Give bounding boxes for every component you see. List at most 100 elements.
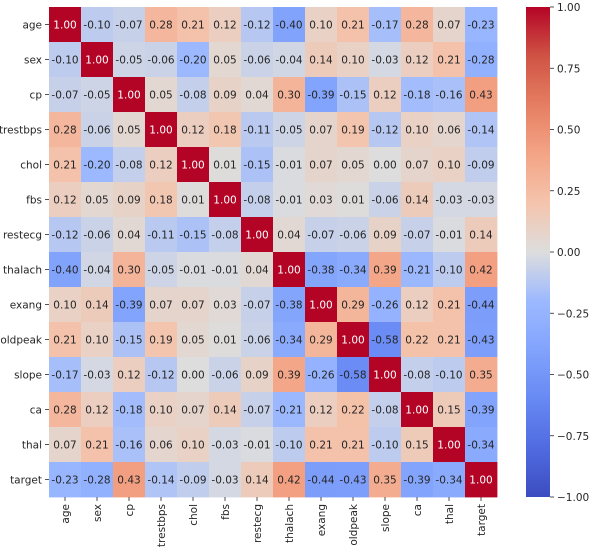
heatmap-cell bbox=[113, 182, 146, 218]
cell-value-label: -0.03 bbox=[371, 55, 398, 67]
cell-value-label: 1.00 bbox=[117, 90, 140, 102]
cell-value-label: 0.07 bbox=[405, 160, 428, 172]
heatmap-cell bbox=[241, 252, 274, 288]
cell-value-label: -0.08 bbox=[211, 230, 238, 242]
heatmap-cell bbox=[49, 112, 82, 148]
heatmap-cell bbox=[177, 147, 210, 183]
cell-value-label: -0.43 bbox=[339, 475, 366, 487]
heatmap-cell bbox=[209, 7, 242, 43]
cell-value-label: 0.42 bbox=[469, 265, 492, 277]
heatmap-cell bbox=[145, 217, 178, 253]
heatmap-cell bbox=[369, 392, 402, 428]
cell-value-label: -0.21 bbox=[275, 405, 302, 417]
heatmap-cell bbox=[369, 77, 402, 113]
cell-value-label: 1.00 bbox=[181, 160, 204, 172]
cell-value-label: -0.10 bbox=[435, 265, 462, 277]
heatmap-cell bbox=[113, 217, 146, 253]
cell-value-label: -0.17 bbox=[371, 20, 398, 32]
cell-value-label: -0.04 bbox=[275, 55, 302, 67]
heatmap-cell bbox=[81, 392, 114, 428]
cell-value-label: -0.07 bbox=[307, 230, 334, 242]
heatmap-cell bbox=[177, 7, 210, 43]
heatmap-cell bbox=[81, 112, 114, 148]
cell-value-label: 0.29 bbox=[309, 335, 332, 347]
cell-value-label: 0.09 bbox=[117, 195, 140, 207]
cell-value-label: -0.01 bbox=[435, 230, 462, 242]
cell-value-label: 0.21 bbox=[53, 160, 76, 172]
heatmap-cell bbox=[305, 77, 338, 113]
cell-value-label: 0.07 bbox=[53, 440, 76, 452]
cell-value-label: 0.21 bbox=[53, 335, 76, 347]
heatmap-cell bbox=[465, 322, 498, 358]
cell-value-label: 0.35 bbox=[373, 475, 396, 487]
heatmap-cell bbox=[113, 287, 146, 323]
cell-value-label: 0.01 bbox=[213, 160, 236, 172]
cell-value-label: 0.12 bbox=[117, 370, 140, 382]
y-tick-label: oldpeak bbox=[0, 335, 43, 347]
cell-value-label: 0.10 bbox=[405, 125, 428, 137]
heatmap-cell bbox=[465, 112, 498, 148]
heatmap-cell bbox=[273, 252, 306, 288]
cell-value-label: -0.39 bbox=[307, 90, 334, 102]
colorbar-gradient bbox=[526, 7, 550, 497]
heatmap-cell bbox=[113, 77, 146, 113]
cell-value-label: 0.21 bbox=[341, 20, 364, 32]
heatmap-cell bbox=[465, 77, 498, 113]
heatmap-cell bbox=[337, 252, 370, 288]
cell-value-label: -0.10 bbox=[83, 20, 110, 32]
colorbar-tick-label: −0.75 bbox=[557, 431, 589, 443]
y-tick-label: cp bbox=[30, 90, 43, 102]
heatmap-cell bbox=[305, 287, 338, 323]
cell-value-label: 0.01 bbox=[213, 335, 236, 347]
cell-value-label: -0.08 bbox=[371, 405, 398, 417]
cell-value-label: 0.10 bbox=[181, 440, 204, 452]
x-tick-label: cp bbox=[124, 504, 136, 517]
cell-value-label: 0.43 bbox=[469, 90, 492, 102]
heatmap-cell bbox=[113, 147, 146, 183]
cell-value-label: -0.01 bbox=[275, 195, 302, 207]
heatmap-cell bbox=[401, 357, 434, 393]
heatmap-cell bbox=[49, 217, 82, 253]
heatmap-cell bbox=[401, 112, 434, 148]
heatmap-cell bbox=[209, 357, 242, 393]
heatmap-cell bbox=[49, 182, 82, 218]
heatmap-cell bbox=[337, 112, 370, 148]
heatmap-cell bbox=[337, 7, 370, 43]
heatmap-cell bbox=[209, 77, 242, 113]
x-tick-label: chol bbox=[188, 504, 200, 526]
heatmap-cell bbox=[465, 147, 498, 183]
heatmap-cell bbox=[465, 392, 498, 428]
cell-value-label: 0.06 bbox=[437, 125, 461, 137]
cell-value-label: -0.58 bbox=[371, 335, 398, 347]
heatmap-cell bbox=[337, 427, 370, 463]
cell-value-label: 0.21 bbox=[437, 55, 460, 67]
heatmap-cell bbox=[369, 217, 402, 253]
cell-value-label: 0.07 bbox=[149, 300, 172, 312]
heatmap-cell bbox=[305, 147, 338, 183]
heatmap-cell bbox=[113, 7, 146, 43]
heatmap-cell bbox=[273, 112, 306, 148]
cell-value-label: 0.19 bbox=[149, 335, 172, 347]
cell-value-label: -0.21 bbox=[403, 265, 430, 277]
cell-value-label: -0.06 bbox=[243, 55, 270, 67]
cell-value-label: -0.08 bbox=[115, 160, 142, 172]
heatmap-cell bbox=[433, 182, 466, 218]
heatmap-cell bbox=[465, 252, 498, 288]
x-tick-label: oldpeak bbox=[348, 503, 360, 546]
y-tick-label: thal bbox=[22, 440, 42, 452]
cell-value-label: -0.03 bbox=[435, 195, 462, 207]
heatmap-cell bbox=[401, 427, 434, 463]
heatmap-cell bbox=[113, 42, 146, 78]
heatmap-cell bbox=[81, 462, 114, 498]
heatmap-cell bbox=[113, 357, 146, 393]
cell-value-label: 0.12 bbox=[53, 195, 76, 207]
heatmap-cell bbox=[337, 182, 370, 218]
cell-value-label: -0.10 bbox=[275, 440, 302, 452]
cell-value-label: 0.12 bbox=[85, 405, 108, 417]
heatmap-cell bbox=[433, 462, 466, 498]
cell-value-label: 0.21 bbox=[341, 440, 364, 452]
cell-value-label: 0.05 bbox=[181, 335, 204, 347]
y-tick-label: chol bbox=[20, 160, 42, 172]
cell-value-label: -0.07 bbox=[115, 20, 142, 32]
heatmap-cell bbox=[81, 252, 114, 288]
